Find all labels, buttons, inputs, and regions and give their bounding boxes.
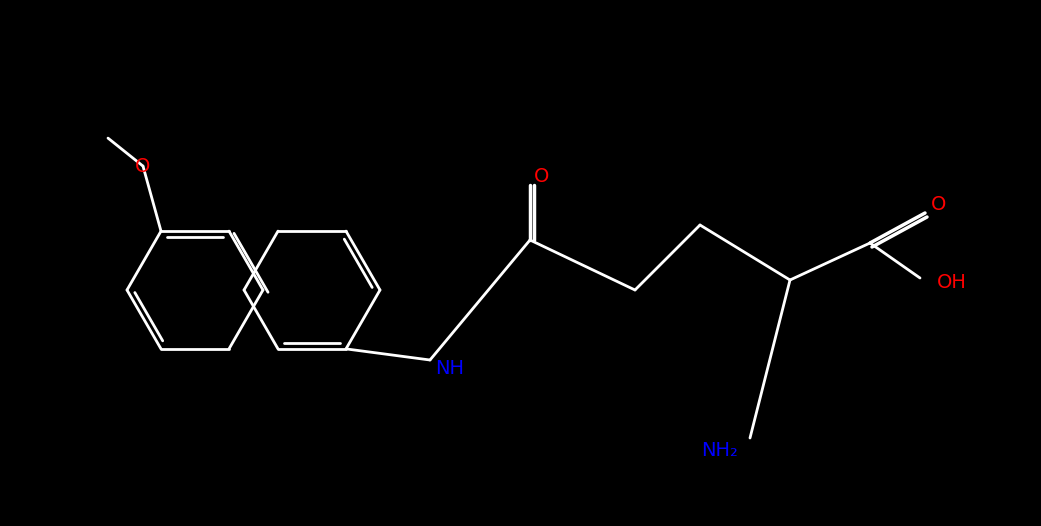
Text: O: O <box>932 196 946 215</box>
Text: O: O <box>534 167 550 187</box>
Text: NH: NH <box>435 359 464 378</box>
Text: NH₂: NH₂ <box>702 440 738 460</box>
Text: OH: OH <box>937 274 967 292</box>
Text: O: O <box>135 157 151 176</box>
